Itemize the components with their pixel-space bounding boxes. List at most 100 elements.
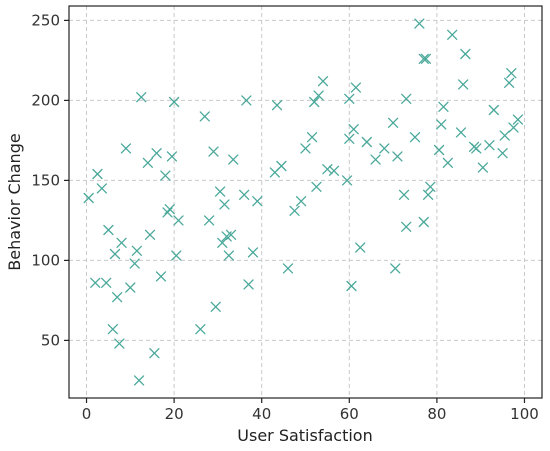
data-point-x-marker	[484, 140, 495, 151]
data-point-x-marker	[398, 189, 410, 200]
data-point-x-marker	[471, 143, 482, 154]
data-point-x-marker	[125, 282, 136, 293]
data-point-x-marker	[508, 122, 519, 133]
data-point-x-marker	[107, 324, 118, 335]
data-point-x-marker	[160, 170, 171, 181]
data-point-x-marker	[458, 79, 469, 90]
data-point-x-marker	[392, 151, 403, 162]
x-tick-label: 80	[427, 405, 446, 423]
data-point-x-marker	[433, 144, 445, 156]
data-point-x-marker	[133, 375, 145, 386]
data-point-x-marker	[112, 292, 123, 303]
data-point-x-marker	[306, 132, 318, 143]
data-point-x-marker	[350, 82, 362, 93]
data-point-x-marker	[409, 132, 421, 143]
data-point-x-marker	[83, 192, 94, 204]
y-axis-title: Behavior Change	[5, 133, 24, 270]
data-point-x-marker	[228, 154, 239, 165]
data-point-x-marker	[208, 146, 219, 157]
data-point-x-marker	[241, 95, 252, 106]
data-point-x-marker	[344, 93, 355, 104]
data-point-x-marker	[425, 181, 436, 192]
data-point-x-marker	[460, 48, 471, 60]
data-point-x-marker	[225, 229, 237, 240]
data-point-x-marker	[311, 181, 322, 192]
data-point-x-marker	[271, 100, 283, 111]
data-point-x-marker	[341, 175, 353, 186]
data-point-x-marker	[418, 53, 429, 64]
data-point-x-marker	[436, 119, 447, 130]
data-point-x-marker	[506, 68, 517, 79]
x-tick-label: 20	[165, 405, 184, 423]
y-tick-label: 200	[31, 91, 60, 109]
data-point-x-marker	[300, 143, 311, 154]
x-tick-label: 40	[252, 405, 271, 423]
data-point-x-marker	[322, 164, 333, 175]
data-point-x-marker	[313, 90, 324, 101]
data-point-x-marker	[96, 183, 107, 194]
data-point-x-marker	[401, 221, 412, 232]
data-point-x-marker	[276, 160, 287, 172]
data-point-x-marker	[131, 245, 143, 256]
data-point-x-marker	[348, 124, 359, 135]
data-point-x-marker	[328, 165, 340, 176]
x-axis-ticks: 0 20 40 60 80 100	[82, 398, 539, 423]
data-point-x-marker	[223, 250, 235, 261]
data-point-x-marker	[195, 324, 206, 335]
y-tick-label: 50	[41, 331, 60, 349]
data-point-x-marker	[390, 263, 401, 274]
data-point-x-marker	[219, 199, 230, 210]
data-point-x-marker	[418, 216, 429, 228]
data-point-x-marker	[166, 151, 178, 162]
data-point-x-marker	[252, 196, 263, 207]
data-point-x-marker	[442, 157, 453, 168]
data-point-x-marker	[142, 157, 153, 168]
data-point-x-marker	[438, 101, 449, 112]
data-point-x-marker	[144, 229, 156, 240]
y-tick-label: 100	[31, 251, 60, 269]
x-tick-label: 100	[510, 405, 539, 423]
data-point-x-marker	[355, 242, 366, 253]
data-point-x-marker	[103, 224, 114, 236]
data-point-x-marker	[414, 18, 425, 29]
data-point-x-marker	[114, 338, 125, 349]
data-point-x-marker	[116, 237, 127, 248]
y-axis-ticks: 50 100 150 200 250	[31, 11, 69, 349]
plot-frame	[68, 5, 543, 399]
data-point-x-marker	[422, 189, 434, 200]
data-point-x-marker	[199, 111, 210, 122]
data-point-x-marker	[171, 250, 182, 261]
data-point-x-marker	[129, 258, 140, 269]
data-point-x-marker	[387, 117, 399, 128]
data-point-x-marker	[401, 93, 412, 104]
data-points	[83, 18, 524, 386]
data-point-x-marker	[92, 168, 103, 180]
x-tick-label: 60	[340, 405, 359, 423]
data-point-x-marker	[497, 148, 508, 159]
data-point-x-marker	[173, 215, 184, 226]
data-point-x-marker	[361, 136, 372, 148]
y-tick-label: 250	[31, 11, 60, 29]
data-point-x-marker	[203, 215, 215, 226]
data-point-x-marker	[370, 154, 381, 165]
data-point-x-marker	[504, 77, 515, 88]
data-point-x-marker	[120, 143, 132, 154]
data-point-x-marker	[239, 189, 250, 200]
data-point-x-marker	[289, 205, 300, 216]
data-point-x-marker	[420, 53, 432, 64]
data-point-x-marker	[168, 96, 180, 108]
data-point-x-marker	[136, 92, 147, 103]
data-point-x-marker	[243, 279, 254, 290]
data-point-x-marker	[90, 277, 101, 288]
data-point-x-marker	[164, 204, 175, 215]
data-point-x-marker	[309, 96, 320, 108]
grid	[69, 6, 542, 398]
data-point-x-marker	[488, 104, 499, 116]
data-point-x-marker	[247, 247, 259, 258]
y-tick-label: 150	[31, 171, 60, 189]
data-point-x-marker	[344, 133, 355, 144]
data-point-x-marker	[149, 348, 160, 359]
data-point-x-marker	[155, 271, 167, 282]
data-point-x-marker	[282, 263, 294, 274]
x-axis-title: User Satisfaction	[237, 426, 372, 445]
